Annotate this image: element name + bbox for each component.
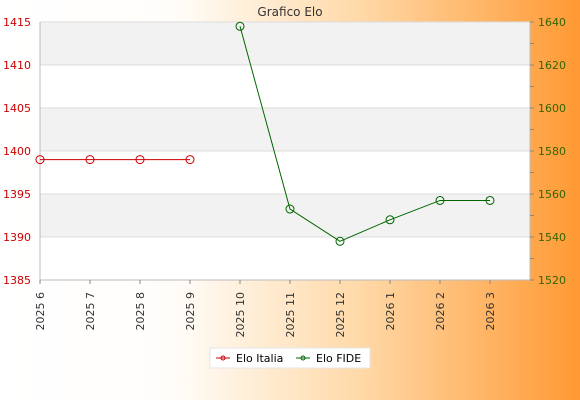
y-left-tick-label: 1385 xyxy=(3,274,31,287)
y-left-tick-label: 1400 xyxy=(3,145,31,158)
y-left-tick-label: 1415 xyxy=(3,16,31,29)
y-right-tick-label: 1540 xyxy=(538,231,566,244)
legend-box xyxy=(209,347,371,369)
data-point xyxy=(435,195,445,205)
x-tick-label: 2026 3 xyxy=(484,292,497,331)
x-tick-label: 2026 1 xyxy=(384,292,397,331)
x-tick-label: 2026 2 xyxy=(434,292,447,331)
y-left-tick-label: 1390 xyxy=(3,231,31,244)
grid-band xyxy=(40,22,530,65)
data-point xyxy=(335,236,345,246)
legend-marker xyxy=(300,355,306,361)
y-right-tick-label: 1580 xyxy=(538,145,566,158)
legend-label: Elo Italia xyxy=(236,352,283,365)
data-point xyxy=(135,155,145,165)
y-right-tick-label: 1600 xyxy=(538,102,566,115)
x-tick-label: 2025 7 xyxy=(84,292,97,331)
series-line xyxy=(239,26,490,242)
grid-band xyxy=(40,194,530,237)
data-point xyxy=(85,155,95,165)
chart-title: Grafico Elo xyxy=(257,5,322,19)
grid-band xyxy=(40,108,530,151)
y-left-tick-label: 1410 xyxy=(3,59,31,72)
data-point xyxy=(185,155,195,165)
legend-label: Elo FIDE xyxy=(316,352,361,365)
x-tick-label: 2025 10 xyxy=(234,292,247,338)
legend-marker xyxy=(220,355,226,361)
x-tick-label: 2025 11 xyxy=(284,292,297,338)
y-left-tick-label: 1395 xyxy=(3,188,31,201)
y-right-tick-label: 1520 xyxy=(538,274,566,287)
x-tick-label: 2025 12 xyxy=(334,292,347,338)
data-point xyxy=(235,21,245,31)
data-point xyxy=(485,195,495,205)
data-point xyxy=(35,155,45,165)
x-tick-label: 2025 8 xyxy=(134,292,147,331)
x-tick-label: 2025 6 xyxy=(34,292,47,331)
y-left-tick-label: 1405 xyxy=(3,102,31,115)
y-right-tick-label: 1620 xyxy=(538,59,566,72)
x-tick-label: 2025 9 xyxy=(184,292,197,331)
data-point xyxy=(285,204,295,214)
data-point xyxy=(385,215,395,225)
y-right-tick-label: 1640 xyxy=(538,16,566,29)
y-right-tick-label: 1560 xyxy=(538,188,566,201)
